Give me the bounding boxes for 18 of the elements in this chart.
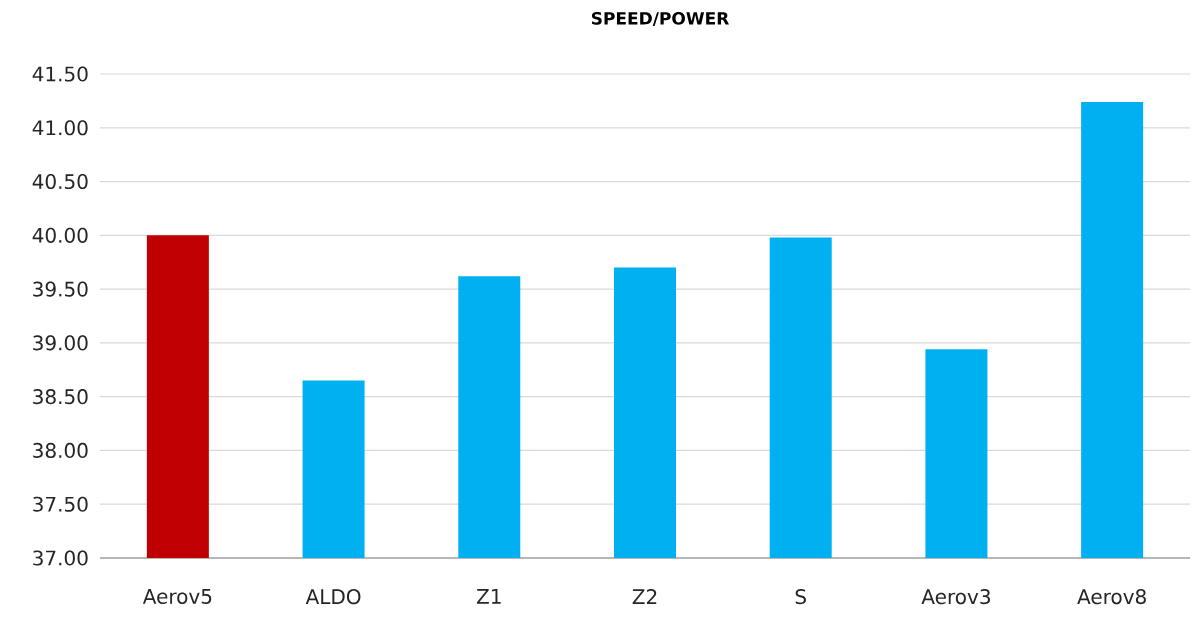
- x-tick-label: Aerov8: [1077, 589, 1146, 605]
- y-tick-label: 40.00: [32, 227, 88, 243]
- chart-title: SPEED/POWER: [591, 11, 729, 27]
- y-tick-label: 40.50: [32, 173, 88, 190]
- y-tick-label: 38.00: [33, 442, 88, 459]
- y-tick-label: 41.50: [32, 66, 88, 82]
- y-tick-label: 37.00: [33, 550, 88, 566]
- y-tick-label: 41.00: [32, 120, 88, 136]
- x-tick-label: S: [795, 589, 806, 605]
- x-tick-label: Z1: [476, 589, 501, 604]
- y-tick-label: 39.50: [33, 281, 88, 297]
- x-tick-label: Z2: [632, 589, 657, 604]
- x-tick-label: Aerov5: [142, 589, 212, 604]
- y-tick-label: 39.00: [33, 335, 88, 351]
- x-tick-label: Aerov3: [921, 589, 990, 605]
- y-tick-label: 37.50: [33, 496, 88, 512]
- y-tick-label: 38.50: [33, 389, 88, 405]
- x-tick-label: ALDO: [305, 589, 361, 605]
